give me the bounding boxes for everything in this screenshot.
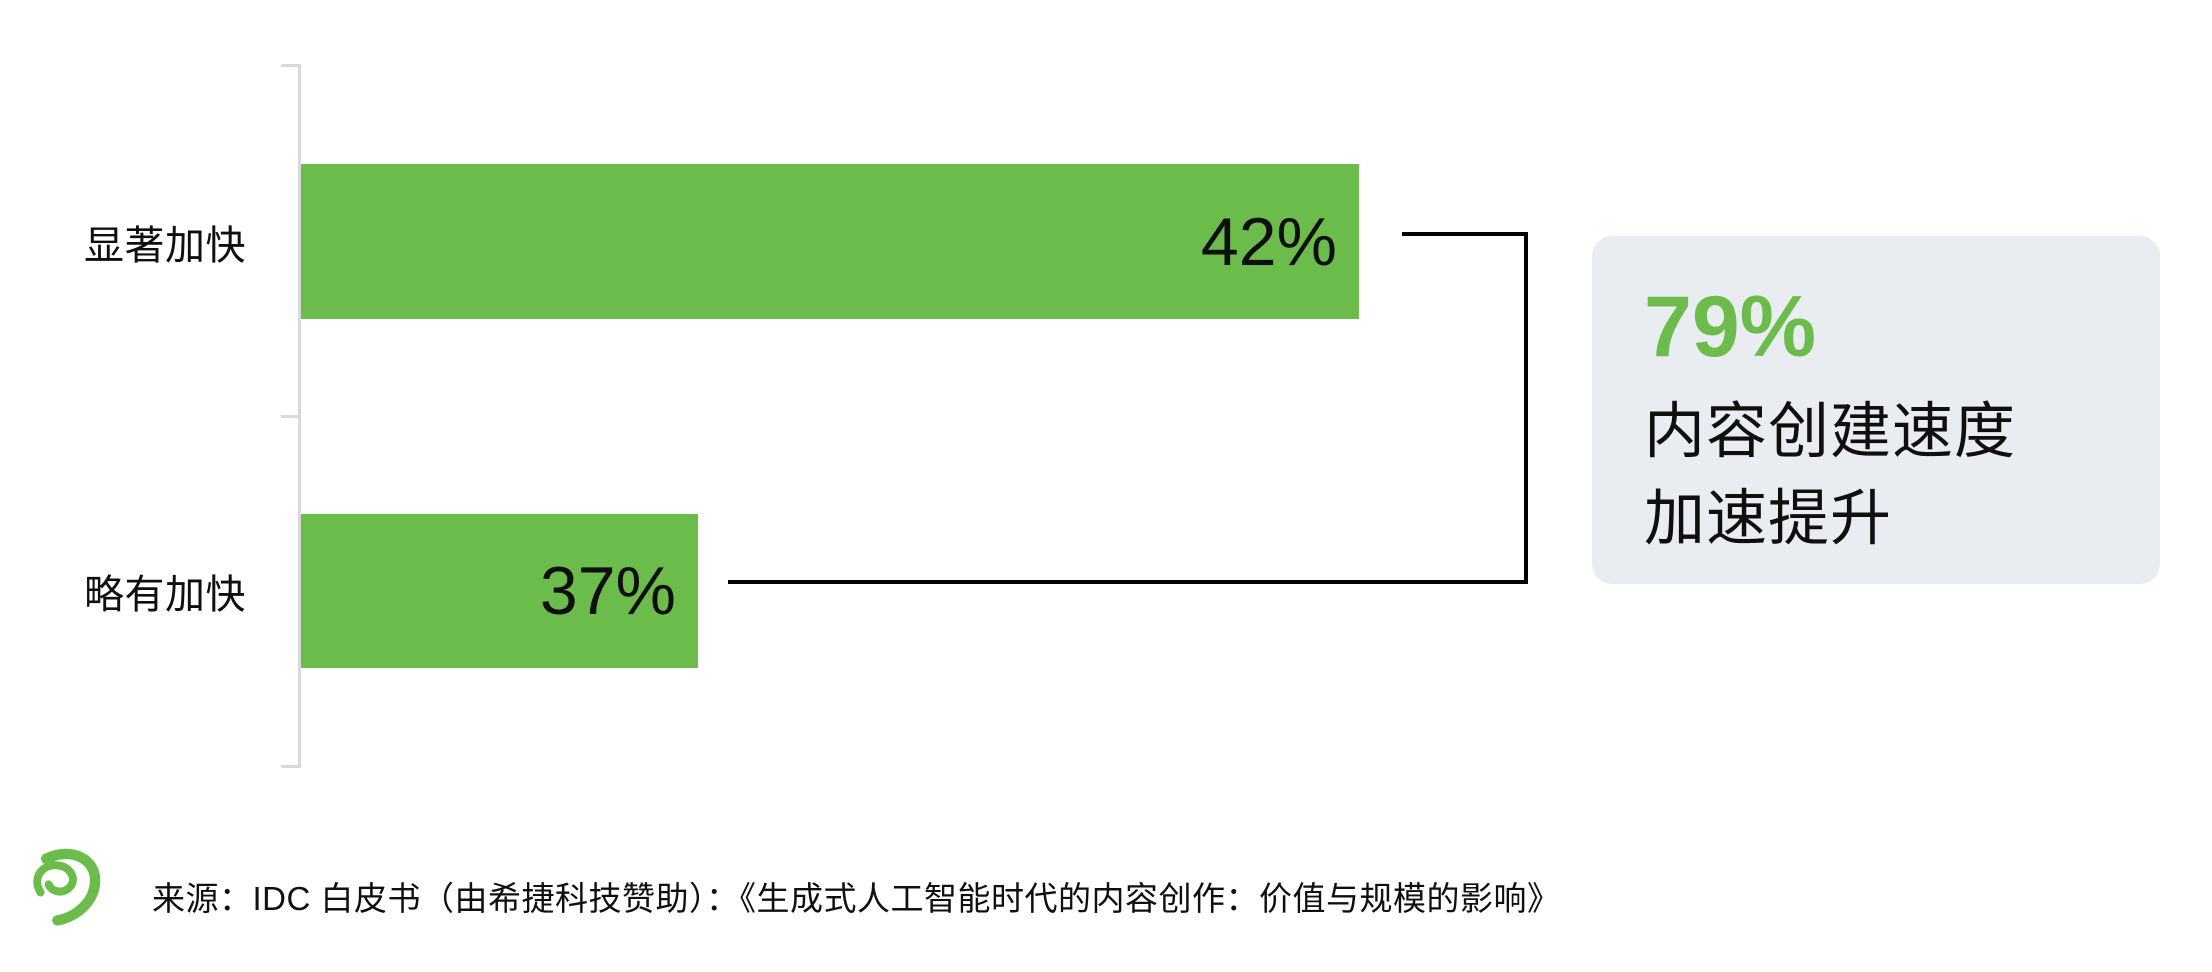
bar-significantly-faster: 42% (301, 164, 1359, 319)
axis-tick-top (281, 64, 298, 67)
bar-value-label: 37% (539, 553, 676, 629)
category-label-significantly-faster: 显著加快 (84, 223, 246, 268)
bar-row-significantly-faster: 显著加快 42% (0, 164, 2212, 319)
y-axis-line (298, 64, 301, 768)
seagate-logo-icon (33, 848, 101, 926)
bar-row-slightly-faster: 略有加快 37% (0, 514, 2212, 668)
bar-value-label: 42% (1200, 203, 1337, 280)
category-label-slightly-faster: 略有加快 (84, 573, 246, 617)
summary-callout-card: 79% 内容创建速度 加速提升 (1592, 236, 2160, 584)
callout-text-line-2: 加速提升 (1644, 483, 1893, 552)
callout-connector-top-line (1402, 232, 1528, 236)
bar-slightly-faster: 37% (301, 514, 698, 668)
callout-connector-vertical-line (1524, 232, 1528, 584)
callout-text-line-1: 内容创建速度 (1644, 397, 2017, 466)
callout-stat-value: 79% (1644, 279, 1817, 375)
axis-tick-middle (281, 415, 298, 418)
axis-tick-bottom (281, 765, 298, 768)
source-citation: 来源：IDC 白皮书（由希捷科技赞助）：《生成式人工智能时代的内容创作：价值与规… (152, 880, 1561, 917)
callout-connector-bottom-line (728, 580, 1528, 584)
